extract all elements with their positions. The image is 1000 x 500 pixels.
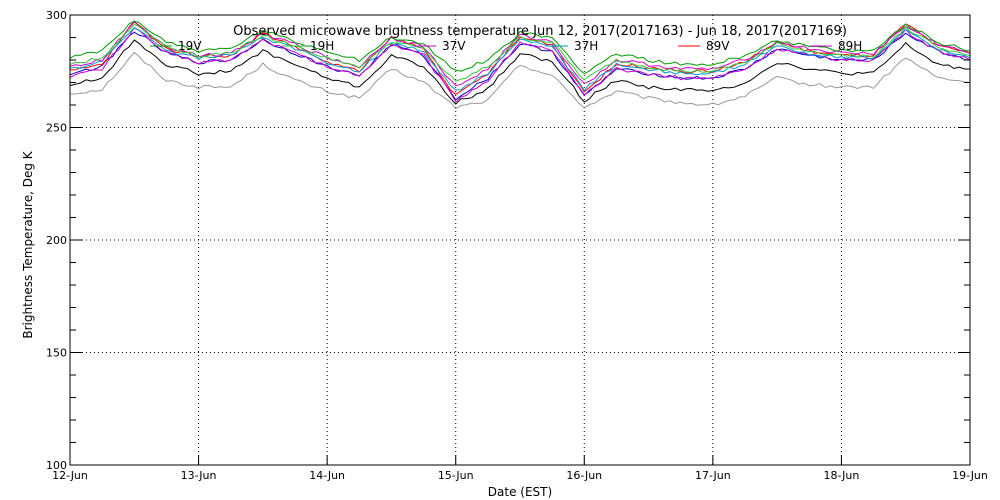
y-tick-label: 200 <box>46 234 67 247</box>
series-line-37v <box>69 20 971 87</box>
chart-title: Observed microwave brightness temperatur… <box>233 24 847 39</box>
series-line-89h <box>69 27 971 104</box>
x-tick-label: 16-Jun <box>566 469 602 482</box>
x-tick-label: 15-Jun <box>438 469 474 482</box>
x-tick-label: 17-Jun <box>695 469 731 482</box>
legend: 19V 19H 37V 37H 89V 89H <box>150 39 862 53</box>
grid-layer <box>70 15 970 465</box>
series-line-10h <box>69 51 971 110</box>
y-axis-title: Brightness Temperature, Deg K <box>21 150 35 338</box>
legend-label-37v: 37V <box>442 39 466 53</box>
y-tick-label: 100 <box>46 459 67 472</box>
y-tick-label: 300 <box>46 9 67 22</box>
x-tick-label: 18-Jun <box>824 469 860 482</box>
x-tick-label: 12-Jun <box>52 469 88 482</box>
legend-label-37h: 37H <box>574 39 598 53</box>
legend-label-89h: 89H <box>838 39 862 53</box>
y-tick-label: 150 <box>46 347 67 360</box>
series-line-19v <box>69 20 971 75</box>
series-line-19h <box>69 23 971 82</box>
x-tick-label: 19-Jun <box>952 469 988 482</box>
series-line-22h <box>69 39 970 105</box>
series-line-22v <box>69 31 971 101</box>
label-layer: 100 150 200 250 300 12-Jun 13-Jun 14-Jun 15-Jun 1… <box>46 9 988 482</box>
legend-label-19h: 19H <box>310 39 334 53</box>
x-tick-label: 14-Jun <box>309 469 345 482</box>
series-line-89v <box>70 21 971 95</box>
x-axis-title: Date (EST) <box>488 485 552 499</box>
x-tick-label: 13-Jun <box>181 469 217 482</box>
y-tick-label: 250 <box>46 122 67 135</box>
legend-label-89v: 89V <box>706 39 730 53</box>
legend-label-19v: 19V <box>178 39 202 53</box>
tick-layer <box>69 14 971 466</box>
series-layer <box>69 20 971 110</box>
